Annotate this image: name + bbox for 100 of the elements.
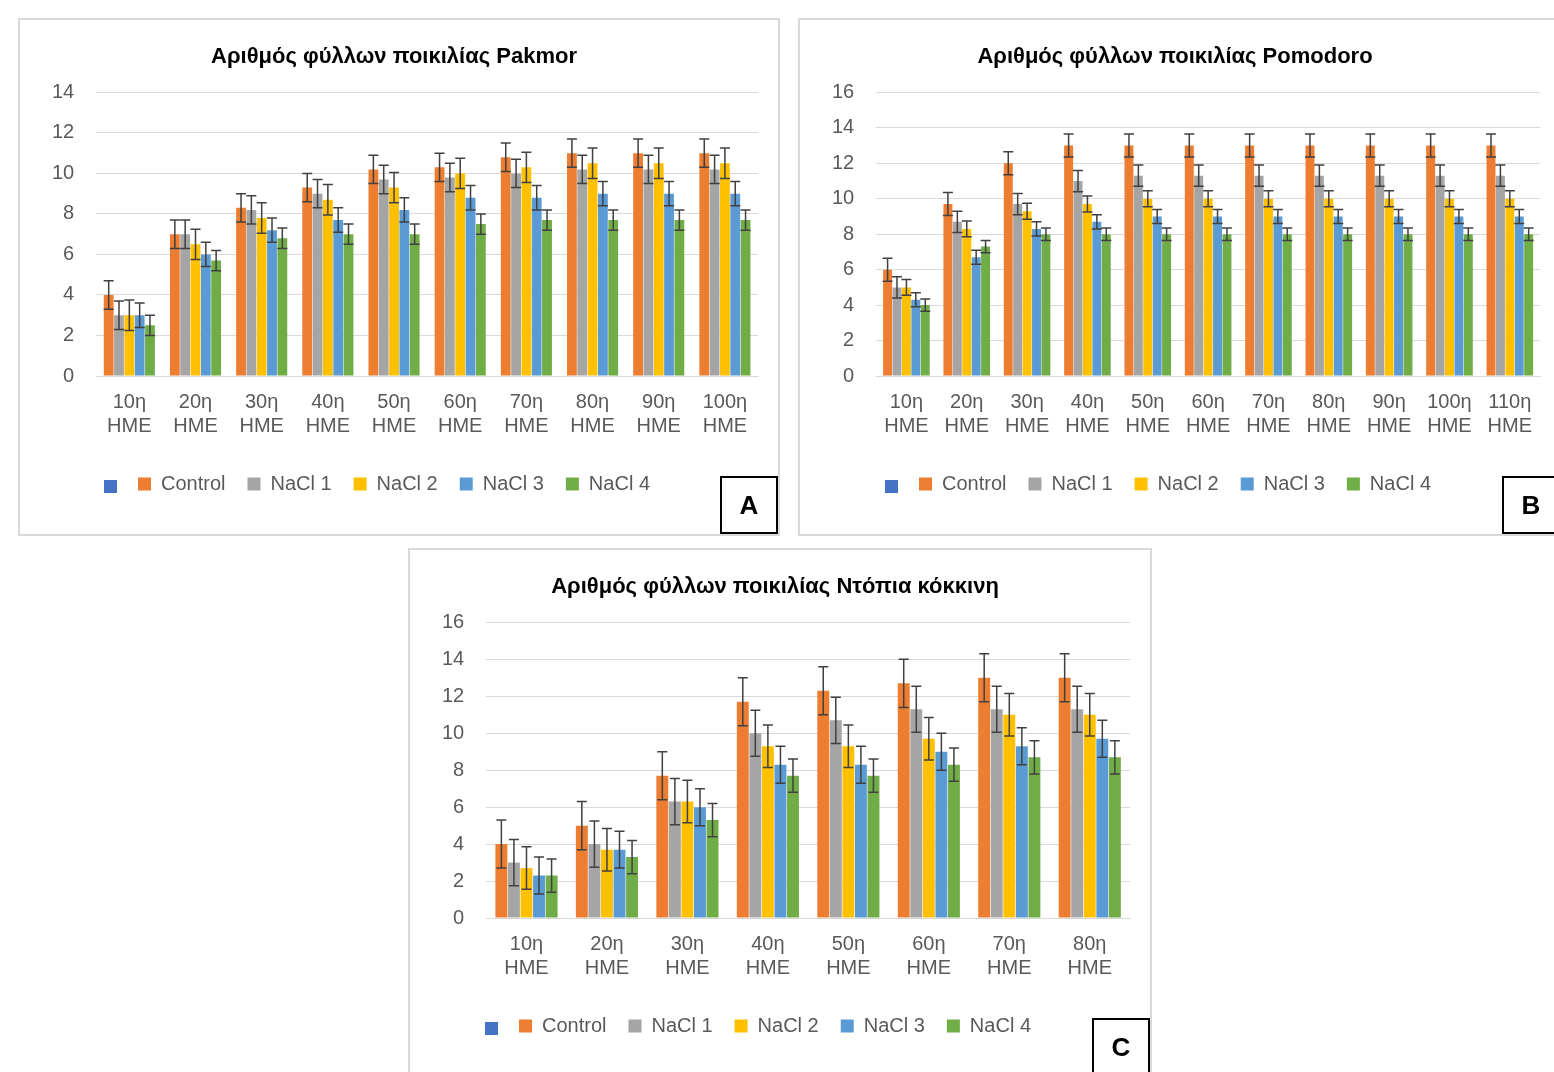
- bar: [333, 220, 344, 376]
- bar: [911, 299, 921, 376]
- bar: [1082, 204, 1092, 376]
- bar: [962, 228, 972, 376]
- bar: [971, 257, 981, 376]
- bar: [730, 193, 741, 376]
- legend-label: Control: [542, 1013, 607, 1036]
- bar: [854, 764, 867, 918]
- bar: [507, 862, 520, 918]
- bar: [1124, 145, 1134, 376]
- bar: [114, 315, 124, 376]
- bar: [1333, 216, 1343, 376]
- bar: [947, 764, 960, 918]
- bar: [952, 221, 962, 376]
- bar: [643, 169, 654, 376]
- bar: [1022, 211, 1032, 376]
- bar: [511, 173, 521, 376]
- bar: [444, 177, 455, 376]
- x-tick-label: 30η HME: [239, 389, 284, 436]
- bar: [1514, 216, 1524, 376]
- bar: [343, 234, 354, 376]
- bar: [1273, 216, 1283, 376]
- y-tick-label: 16: [832, 79, 855, 102]
- legend-label: NaCl 4: [588, 471, 651, 494]
- bar: [322, 199, 333, 376]
- legend-label: NaCl 4: [1369, 471, 1432, 494]
- bar: [475, 224, 486, 376]
- bar: [368, 169, 379, 376]
- bar: [1524, 234, 1534, 376]
- y-tick-label: 2: [843, 328, 855, 351]
- bar: [145, 325, 155, 376]
- bar: [567, 153, 577, 376]
- bar: [267, 230, 277, 376]
- bar: [664, 193, 674, 376]
- legend-label: NaCl 1: [651, 1013, 713, 1036]
- bar: [674, 220, 685, 376]
- bar: [1435, 175, 1445, 376]
- bar: [1384, 198, 1394, 376]
- bar: [542, 220, 552, 376]
- y-tick-label: 2: [453, 868, 465, 891]
- x-tick-label: 70η HME: [987, 931, 1032, 978]
- x-tick-label: 20η HME: [944, 389, 989, 436]
- y-tick-label: 0: [63, 363, 75, 386]
- bar: [694, 807, 706, 918]
- legend-label: NaCl 1: [1051, 471, 1113, 494]
- y-tick-label: 6: [63, 241, 75, 264]
- y-tick-label: 10: [52, 160, 75, 183]
- bar: [465, 197, 476, 376]
- bar: [169, 234, 180, 376]
- bar: [1445, 198, 1454, 376]
- bar: [1143, 198, 1153, 376]
- x-tick-label: 50η HME: [826, 931, 871, 978]
- x-tick-label: 10η HME: [107, 389, 152, 436]
- x-tick-label: 20η HME: [584, 931, 630, 978]
- y-tick-label: 2: [63, 323, 75, 345]
- bar: [256, 217, 267, 376]
- bar: [302, 187, 313, 376]
- bar: [378, 179, 389, 376]
- bar: [246, 209, 257, 376]
- x-tick-label: 80η HME: [1306, 389, 1352, 436]
- y-tick-label: 10: [442, 720, 465, 743]
- x-tick-label: 60η HME: [437, 389, 483, 436]
- bar: [774, 764, 787, 918]
- bar: [1314, 175, 1324, 376]
- bar: [922, 738, 935, 918]
- bar: [236, 207, 246, 376]
- x-tick-label: 90η HME: [1366, 389, 1412, 436]
- x-tick-label: 70η HME: [1246, 389, 1291, 436]
- x-tick-label: 60η HME: [1185, 389, 1231, 436]
- bar: [736, 701, 749, 918]
- bar: [920, 305, 930, 376]
- bar: [681, 801, 694, 918]
- bar: [901, 287, 911, 376]
- bar: [709, 169, 720, 376]
- y-tick-label: 6: [843, 257, 855, 280]
- chart-title: Αριθμός φύλλων ποικιλίας Pakmor: [211, 43, 578, 69]
- x-tick-label: 20η HME: [173, 389, 218, 436]
- bar: [500, 157, 511, 376]
- bar: [1213, 216, 1223, 376]
- bar: [211, 260, 222, 376]
- bar: [1222, 234, 1232, 376]
- text: C: [1092, 1018, 1150, 1072]
- bar: [1108, 757, 1121, 918]
- y-tick-label: 4: [453, 831, 465, 854]
- legend-label: NaCl 1: [270, 471, 332, 494]
- bar: [575, 825, 588, 918]
- bar: [1365, 145, 1375, 376]
- bar: [1203, 198, 1213, 376]
- x-tick-label: 100η HME: [1427, 389, 1472, 436]
- y-tick-label: 12: [52, 120, 75, 143]
- bar: [1071, 709, 1084, 918]
- y-tick-label: 8: [843, 221, 855, 244]
- bar: [577, 169, 588, 376]
- chart-title: Αριθμός φύλλων ποικιλίας Pomodoro: [977, 43, 1373, 69]
- bar: [495, 844, 508, 918]
- bar: [1028, 757, 1041, 918]
- bar: [706, 820, 719, 918]
- bar: [1013, 204, 1023, 376]
- bar: [935, 751, 948, 918]
- bar: [600, 849, 613, 918]
